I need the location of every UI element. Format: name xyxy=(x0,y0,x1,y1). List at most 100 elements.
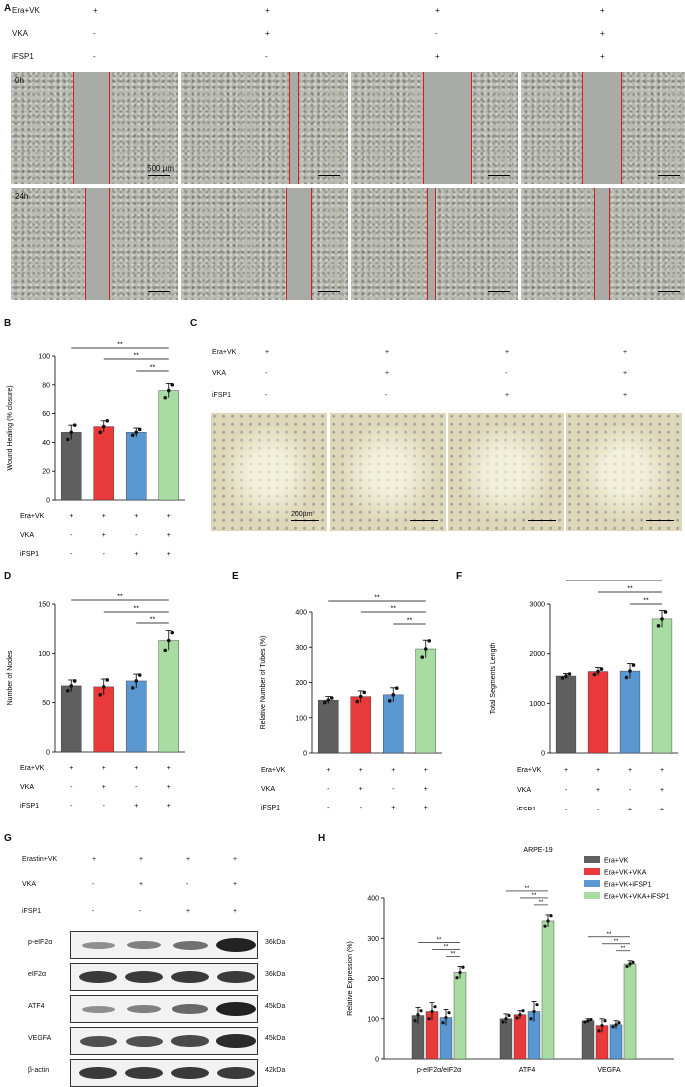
y-tick-label: 400 xyxy=(295,610,307,617)
y-tick-label: 50 xyxy=(42,700,50,707)
panel-d-label: D xyxy=(4,571,12,582)
blot-band xyxy=(124,970,164,984)
data-point xyxy=(170,630,175,635)
bar xyxy=(499,1018,513,1060)
condition-sign: - xyxy=(70,784,73,791)
scale-bar xyxy=(291,520,319,521)
data-point xyxy=(130,686,135,690)
data-point xyxy=(600,1023,604,1028)
data-point xyxy=(546,919,550,923)
bar xyxy=(609,1024,623,1060)
condition-row-label: iFSP1 xyxy=(22,908,42,915)
condition-sign: + xyxy=(69,765,73,772)
condition-sign: + xyxy=(391,767,395,774)
blot-band xyxy=(216,938,256,952)
condition-sign: - xyxy=(435,29,438,38)
significance-mark: ** xyxy=(451,951,456,957)
condition-row-label: Era+VK xyxy=(20,513,45,520)
condition-sign: + xyxy=(505,392,510,399)
data-point xyxy=(567,672,572,676)
wound-edge-line xyxy=(594,188,595,300)
condition-row-label: iFSP1 xyxy=(12,52,34,61)
significance-mark: ** xyxy=(532,893,537,899)
data-point xyxy=(430,1009,434,1014)
data-point xyxy=(560,676,565,680)
condition-sign: + xyxy=(134,513,138,520)
data-point xyxy=(589,1017,593,1022)
data-point xyxy=(326,698,331,702)
condition-sign: + xyxy=(265,349,270,356)
data-point xyxy=(455,976,459,980)
condition-row-label: Era+VK xyxy=(20,765,45,772)
condition-sign: + xyxy=(564,767,568,774)
data-point xyxy=(69,684,74,688)
scale-bar xyxy=(658,175,680,176)
condition-sign: + xyxy=(265,29,270,38)
blot-band xyxy=(172,1004,208,1014)
condition-sign: + xyxy=(186,908,191,915)
data-point xyxy=(137,427,142,432)
wound-edge-line xyxy=(582,72,583,184)
y-tick-label: 200 xyxy=(367,976,379,983)
condition-sign: - xyxy=(139,908,142,915)
data-point xyxy=(624,675,629,680)
data-point xyxy=(611,1025,615,1029)
data-point xyxy=(599,667,604,671)
data-point xyxy=(98,692,103,697)
blot-band xyxy=(125,1035,163,1047)
wound-gap-area xyxy=(427,188,435,300)
data-point xyxy=(592,672,597,677)
category-label: p-eIF2α/eIF2α xyxy=(417,1067,461,1074)
condition-sign: + xyxy=(102,513,106,520)
data-point xyxy=(444,1015,448,1020)
data-point xyxy=(504,1017,508,1021)
y-tick-label: 80 xyxy=(42,382,50,389)
data-point xyxy=(427,1017,431,1021)
bar xyxy=(125,680,147,753)
blot-band xyxy=(170,1066,210,1080)
significance-mark: ** xyxy=(607,932,612,938)
time-label: 0h xyxy=(15,76,24,85)
panel-b-label: B xyxy=(4,318,12,329)
condition-sign: - xyxy=(597,807,600,810)
wound-edge-line xyxy=(471,72,472,184)
condition-sign: + xyxy=(186,856,191,863)
condition-sign: - xyxy=(93,29,96,38)
condition-sign: + xyxy=(623,349,628,356)
condition-sign: + xyxy=(505,349,510,356)
bar xyxy=(513,1014,527,1060)
bar xyxy=(587,671,609,754)
significance-mark: ** xyxy=(117,594,123,601)
condition-sign: + xyxy=(167,803,171,810)
data-point xyxy=(549,914,553,918)
condition-sign: + xyxy=(134,551,138,558)
data-point xyxy=(656,624,661,628)
condition-row-label: VKA xyxy=(517,787,531,794)
blot-strip xyxy=(70,963,258,991)
condition-row-label: Era+VK xyxy=(12,6,40,15)
bar xyxy=(555,675,577,754)
category-label: VEGFA xyxy=(597,1067,621,1074)
bar xyxy=(60,685,82,753)
legend-swatch xyxy=(584,868,600,875)
significance-mark: ** xyxy=(407,618,413,625)
data-point xyxy=(423,647,428,651)
condition-sign: + xyxy=(424,786,428,793)
scale-bar xyxy=(488,175,510,176)
condition-sign: - xyxy=(135,532,138,539)
condition-sign: - xyxy=(327,805,330,810)
data-point xyxy=(532,1009,536,1014)
scale-bar xyxy=(658,291,680,292)
blot-band xyxy=(81,1005,115,1013)
data-point xyxy=(596,669,600,674)
scale-bar xyxy=(488,291,510,292)
data-point xyxy=(427,639,432,643)
blot-label: eIF2α xyxy=(28,971,47,978)
bar xyxy=(415,648,437,754)
scale-label: 200µm xyxy=(291,511,313,518)
blot-strip xyxy=(70,1027,258,1055)
data-point xyxy=(416,1013,420,1017)
category-label: ATF4 xyxy=(519,1067,536,1074)
data-point xyxy=(355,699,360,704)
condition-sign: - xyxy=(70,803,73,810)
